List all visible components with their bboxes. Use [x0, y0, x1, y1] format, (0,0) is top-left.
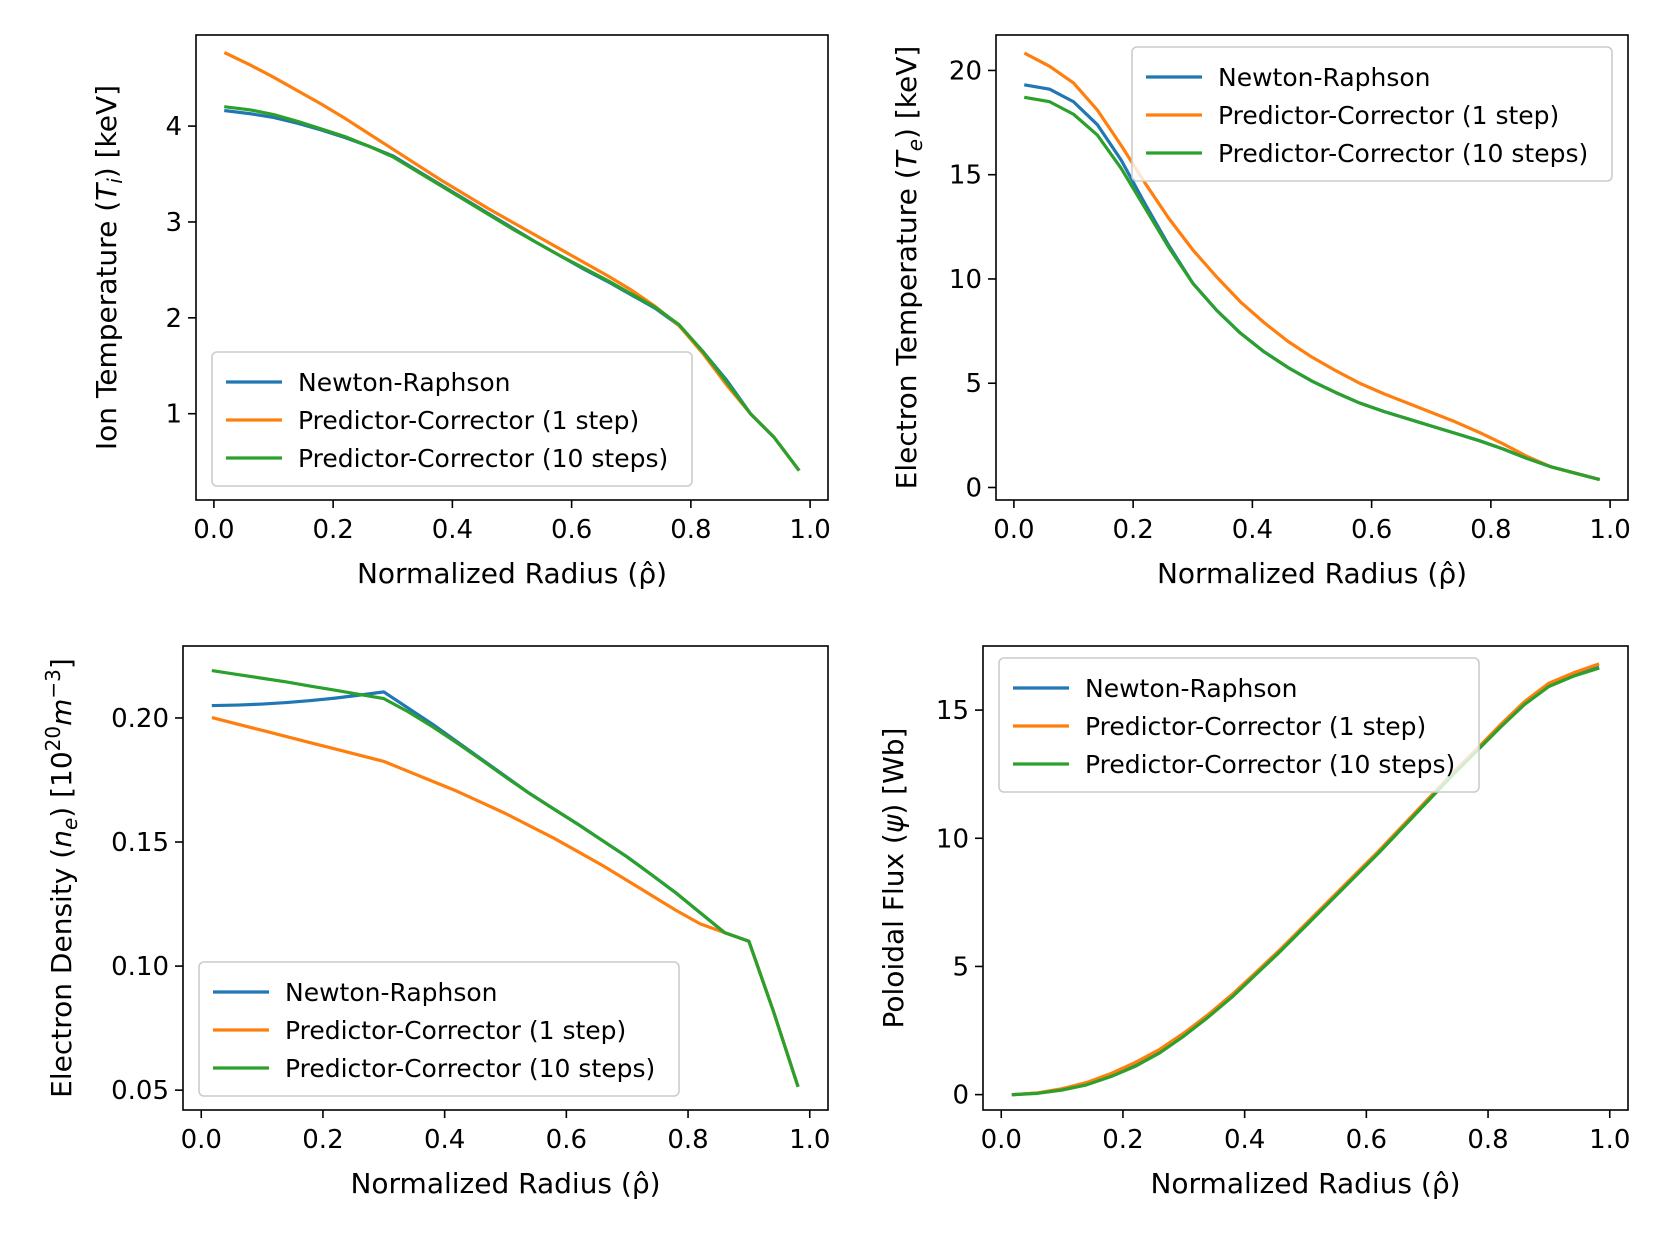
legend-entry-label: Predictor-Corrector (1 step) — [1085, 712, 1426, 741]
y-tick-label: 3 — [165, 208, 182, 238]
x-tick-label: 0.4 — [432, 515, 473, 545]
legend-entry-label: Predictor-Corrector (10 steps) — [298, 444, 668, 473]
y-tick-label: 20 — [949, 56, 982, 86]
x-tick-label: 0.2 — [1102, 1125, 1143, 1155]
x-axis-label: Normalized Radius (ρ̂) — [1157, 557, 1467, 590]
x-tick-label: 0.8 — [1470, 515, 1511, 545]
y-axis-label: Electron Temperature (Te) [keV] — [890, 46, 927, 490]
legend-entry-label: Newton-Raphson — [1085, 674, 1298, 703]
y-tick-label: 5 — [965, 369, 982, 399]
y-tick-label: 4 — [165, 112, 182, 142]
x-tick-label: 0.2 — [1112, 515, 1153, 545]
legend-box — [1131, 46, 1613, 182]
series-line-predictor-corrector-10 — [224, 105, 801, 472]
y-tick-label: 1 — [165, 400, 182, 430]
x-tick-label: 0.4 — [1224, 1125, 1265, 1155]
y-tick-label: 0 — [965, 473, 982, 503]
legend-entry-label: Newton-Raphson — [1218, 63, 1431, 92]
y-tick-label: 10 — [949, 265, 982, 295]
y-tick-label: 0.05 — [111, 1076, 169, 1106]
x-tick-label: 0.6 — [1346, 1125, 1387, 1155]
y-tick-label: 0.10 — [111, 952, 169, 982]
y-tick-label: 2 — [165, 304, 182, 334]
x-axis-label: Normalized Radius (ρ̂) — [350, 1167, 660, 1200]
series-line-predictor-corrector-1 — [211, 716, 800, 1088]
x-tick-label: 0.0 — [981, 1125, 1022, 1155]
x-tick-label: 0.0 — [193, 515, 234, 545]
axes-frame — [982, 645, 1629, 1111]
x-tick-label: 0.8 — [670, 515, 711, 545]
y-tick-label: 5 — [952, 952, 969, 982]
legend-entry-label: Predictor-Corrector (10 steps) — [1085, 750, 1455, 779]
legend-box — [211, 351, 693, 487]
x-tick-label: 1.0 — [789, 1125, 830, 1155]
y-axis-label: Electron Density (ne) [1020m−3] — [41, 658, 82, 1098]
series-line-predictor-corrector-1 — [1023, 51, 1601, 482]
x-tick-label: 1.0 — [1589, 515, 1630, 545]
x-tick-label: 0.8 — [1467, 1125, 1508, 1155]
legend: Newton-Raphson Predictor-Corrector (1 ste… — [211, 351, 693, 487]
x-tick-label: 0.8 — [667, 1125, 708, 1155]
y-tick-label: 15 — [949, 161, 982, 191]
x-tick-label: 0.4 — [1232, 515, 1273, 545]
chart-panel-2: 0.0 0.2 0.4 0.6 0.8 1.0 0 5 10 15 20 Normalized Rad… — [890, 34, 1631, 590]
axes-frame — [182, 645, 829, 1111]
x-tick-label: 0.4 — [424, 1125, 465, 1155]
legend: Newton-Raphson Predictor-Corrector (1 ste… — [1131, 46, 1613, 182]
chart-panel-3: 0.0 0.2 0.4 0.6 0.8 1.0 0.05 0.10 0.15 0.20 Normal… — [41, 645, 830, 1200]
series-line-predictor-corrector-10 — [211, 668, 800, 1088]
x-tick-label: 0.0 — [993, 515, 1034, 545]
legend-entry-label: Predictor-Corrector (1 step) — [298, 406, 639, 435]
legend: Newton-Raphson Predictor-Corrector (1 ste… — [198, 961, 680, 1097]
chart-panel-4: 0.0 0.2 0.4 0.6 0.8 1.0 0 5 10 15 Normalized Radiu… — [877, 645, 1630, 1200]
y-axis-label: Poloidal Flux (ψ) [Wb] — [877, 728, 910, 1029]
x-tick-label: 1.0 — [1589, 1125, 1630, 1155]
y-tick-label: 10 — [936, 824, 969, 854]
legend-box — [998, 657, 1480, 793]
x-tick-label: 0.2 — [302, 1125, 343, 1155]
axes-frame — [195, 34, 829, 501]
y-tick-label: 0.15 — [111, 828, 169, 858]
x-axis-label: Normalized Radius (ρ̂) — [357, 557, 667, 590]
x-tick-label: 0.6 — [551, 515, 592, 545]
x-tick-label: 0.6 — [1351, 515, 1392, 545]
legend: Newton-Raphson Predictor-Corrector (1 ste… — [998, 657, 1480, 793]
series-line-predictor-corrector-10 — [1023, 95, 1601, 482]
y-tick-label: 15 — [936, 696, 969, 726]
legend-entry-label: Predictor-Corrector (1 step) — [285, 1016, 626, 1045]
chart-panel-1: 0.0 0.2 0.4 0.6 0.8 1.0 1 2 3 4 Normalized Radius … — [90, 34, 831, 590]
x-tick-label: 0.0 — [181, 1125, 222, 1155]
legend-entry-label: Predictor-Corrector (1 step) — [1218, 101, 1559, 130]
x-tick-label: 0.2 — [312, 515, 353, 545]
axes-frame — [995, 34, 1629, 501]
x-tick-label: 1.0 — [789, 515, 830, 545]
x-tick-label: 0.6 — [546, 1125, 587, 1155]
y-tick-label: 0 — [952, 1081, 969, 1111]
legend-entry-label: Newton-Raphson — [285, 978, 498, 1007]
y-axis-label: Ion Temperature (Ti) [keV] — [90, 85, 127, 450]
legend-entry-label: Predictor-Corrector (10 steps) — [285, 1054, 655, 1083]
y-tick-label: 0.20 — [111, 704, 169, 734]
series-line-predictor-corrector-10 — [1011, 666, 1600, 1097]
legend-box — [198, 961, 680, 1097]
legend-entry-label: Newton-Raphson — [298, 368, 511, 397]
legend-entry-label: Predictor-Corrector (10 steps) — [1218, 139, 1588, 168]
x-axis-label: Normalized Radius (ρ̂) — [1150, 1167, 1460, 1200]
